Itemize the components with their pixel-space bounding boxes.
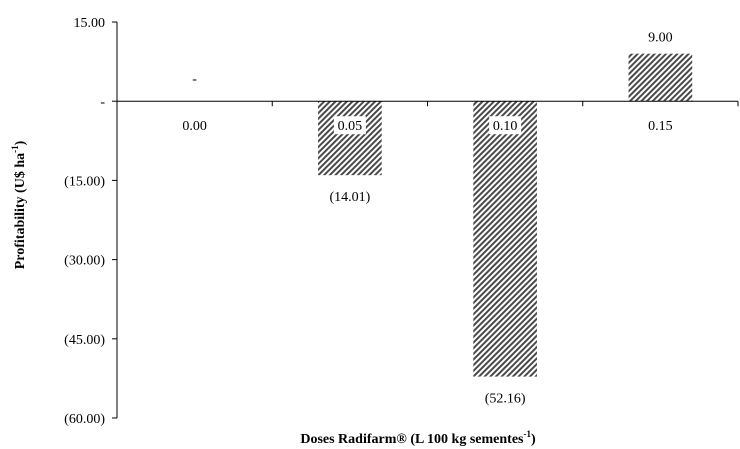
bar: [318, 101, 382, 176]
bar: [628, 53, 693, 102]
x-tick-label: 0.15: [648, 119, 673, 134]
x-tick-label: 0.10: [493, 119, 518, 134]
y-tick-label: (60.00): [64, 412, 105, 427]
data-label: 9.00: [648, 31, 673, 46]
y-tick-label: (45.00): [64, 333, 105, 348]
y-tick-label: (15.00): [64, 174, 105, 189]
plot-area: 15.00 - (15.00) (30.00) (45.00) (60.00) 0.00 - 0…: [64, 16, 739, 427]
y-tick-label: -: [100, 95, 105, 110]
y-tick-label: (30.00): [64, 254, 105, 269]
y-axis-title: Profitability (U$ ha-1): [10, 140, 28, 269]
x-tick-label-bg: [333, 116, 366, 135]
data-label: (14.01): [329, 190, 370, 205]
x-axis-title: Doses Radifarm® (L 100 kg sementes-1): [300, 429, 536, 447]
x-tick-label-bg: [489, 116, 522, 135]
bar: [473, 101, 537, 377]
y-tick-label: 15.00: [74, 16, 106, 31]
data-label: -: [192, 72, 197, 87]
data-label: (52.16): [485, 392, 526, 407]
x-tick-label: 0.05: [338, 119, 363, 134]
x-tick-label: 0.00: [182, 119, 207, 134]
